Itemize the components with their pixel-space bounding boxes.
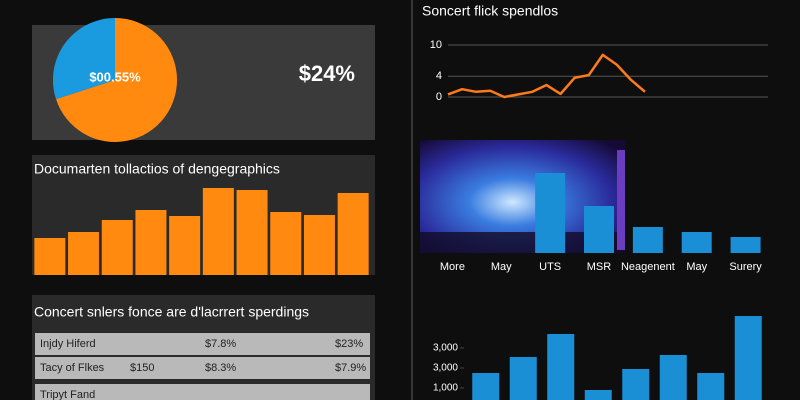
bar	[681, 232, 712, 253]
bar	[202, 188, 234, 275]
x-tick-label: MSR	[587, 261, 612, 273]
bar	[697, 373, 725, 400]
table-cell: Tripyt Fand	[40, 389, 95, 400]
y-tick-label: 3,000	[433, 363, 458, 374]
bar	[622, 369, 650, 400]
table-cell: Tacy of Flkes	[40, 362, 105, 374]
stage-light	[617, 150, 625, 250]
line-title: Soncert flick spendlos	[422, 3, 558, 19]
bar	[68, 232, 100, 275]
pie-slice	[52, 18, 115, 100]
table-cell: $7.9%	[335, 362, 366, 374]
x-tick-label: More	[440, 261, 465, 273]
y-tick-label: 10	[430, 39, 442, 51]
bar	[547, 334, 575, 400]
table-row	[35, 333, 370, 355]
pie-slice	[56, 18, 177, 142]
bar	[337, 193, 369, 275]
bar	[101, 220, 133, 275]
table-cell: $8.3%	[205, 362, 236, 374]
table-cell: $7.8%	[205, 338, 236, 350]
bar	[169, 216, 201, 275]
line	[447, 53, 646, 99]
x-tick-label: UTS	[539, 261, 561, 273]
y-tick-label: 0	[436, 91, 442, 103]
bar-title: Documarten tollactios of dengegraphics	[34, 161, 280, 177]
crowd	[420, 232, 625, 253]
x-tick-label: May	[686, 261, 707, 273]
table-cell: $150	[130, 362, 154, 374]
bar	[734, 316, 762, 400]
table-cell: Injdy Hiferd	[40, 338, 96, 350]
table-title: Concert snlers fonce are d'lacrrert sper…	[34, 304, 309, 320]
bar	[509, 357, 537, 400]
table-row	[35, 384, 370, 400]
bar	[584, 206, 614, 253]
bar	[236, 190, 268, 275]
y-tick-label: 4	[436, 70, 442, 82]
bar	[135, 210, 167, 275]
bar	[730, 237, 761, 253]
pie-label: $00.55%	[89, 69, 141, 84]
bar	[270, 212, 302, 275]
table-cell: $23%	[335, 338, 363, 350]
pie-annotation: $24%	[299, 61, 355, 86]
x-tick-label: Surery	[729, 261, 762, 273]
y-tick-label: 3,000	[433, 343, 458, 354]
bar	[34, 238, 66, 275]
bar	[535, 173, 566, 253]
bar	[584, 390, 612, 400]
bar	[303, 215, 335, 275]
x-tick-label: Neagenent	[621, 261, 675, 273]
x-tick-label: May	[491, 261, 512, 273]
table-row	[35, 357, 370, 379]
bar	[472, 373, 500, 400]
y-tick-label: 1,000	[433, 383, 458, 394]
bar	[659, 355, 687, 400]
bar	[632, 227, 663, 253]
